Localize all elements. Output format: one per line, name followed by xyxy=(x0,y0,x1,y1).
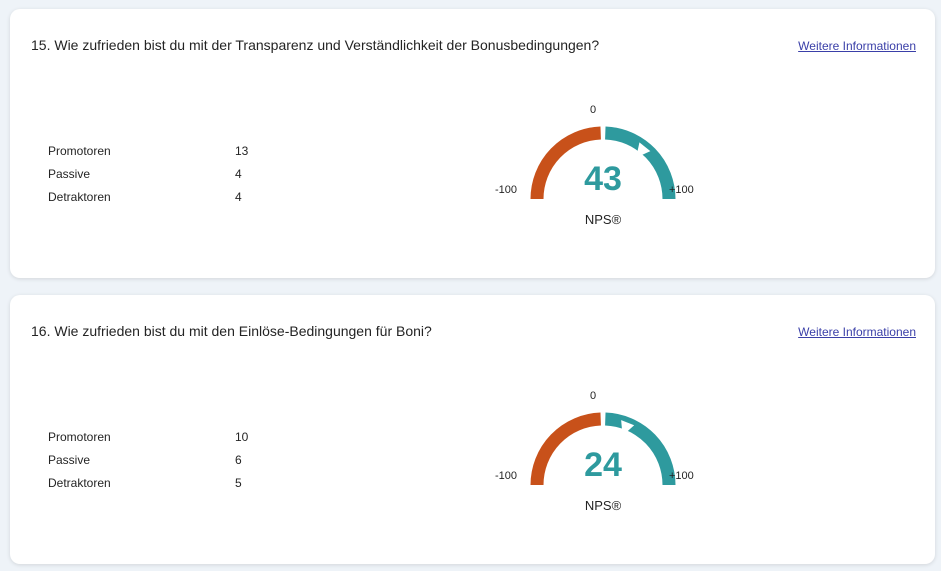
question-card: 16. Wie zufrieden bist du mit den Einlös… xyxy=(10,295,935,564)
nps-gauge: 0 -100 +100 43 NPS® xyxy=(490,97,700,232)
nps-caption: NPS® xyxy=(584,212,622,227)
stat-label: Detraktoren xyxy=(48,190,111,204)
gauge-arc-negative xyxy=(530,126,602,200)
nps-gauge: 0 -100 +100 24 NPS® xyxy=(490,383,700,518)
more-info-link[interactable]: Weitere Informationen xyxy=(798,325,916,339)
stat-label: Passive xyxy=(48,453,91,467)
nps-score: 43 xyxy=(584,160,622,198)
gauge-arc-negative xyxy=(530,412,602,486)
stat-label: Promotoren xyxy=(48,430,111,444)
gauge-arc-positive xyxy=(604,126,676,200)
stat-value: 4 xyxy=(235,190,242,204)
nps-caption: NPS® xyxy=(584,498,622,513)
gauge-label-min: -100 xyxy=(495,184,518,196)
gauge-arc-positive xyxy=(604,412,676,486)
gauge-label-min: -100 xyxy=(495,470,518,482)
gauge-label-max: +100 xyxy=(669,470,694,482)
gauge-label-max: +100 xyxy=(669,184,694,196)
nps-score: 24 xyxy=(584,446,622,484)
stat-value: 6 xyxy=(235,453,242,467)
gauge-needle xyxy=(621,420,635,436)
stat-label: Passive xyxy=(48,167,91,181)
stat-value: 10 xyxy=(235,430,249,444)
question-title: 15. Wie zufrieden bist du mit der Transp… xyxy=(31,37,600,53)
question-card: 15. Wie zufrieden bist du mit der Transp… xyxy=(10,9,935,278)
gauge-needle xyxy=(636,142,651,158)
gauge-label-zero: 0 xyxy=(590,390,597,402)
question-title: 16. Wie zufrieden bist du mit den Einlös… xyxy=(31,323,432,339)
stat-label: Promotoren xyxy=(48,144,111,158)
stat-label: Detraktoren xyxy=(48,476,111,490)
stat-value: 4 xyxy=(235,167,242,181)
stat-value: 13 xyxy=(235,144,249,158)
nps-gauge-svg xyxy=(530,412,676,486)
stat-value: 5 xyxy=(235,476,242,490)
nps-gauge-svg xyxy=(530,126,676,200)
gauge-label-zero: 0 xyxy=(590,104,597,116)
more-info-link[interactable]: Weitere Informationen xyxy=(798,39,916,53)
